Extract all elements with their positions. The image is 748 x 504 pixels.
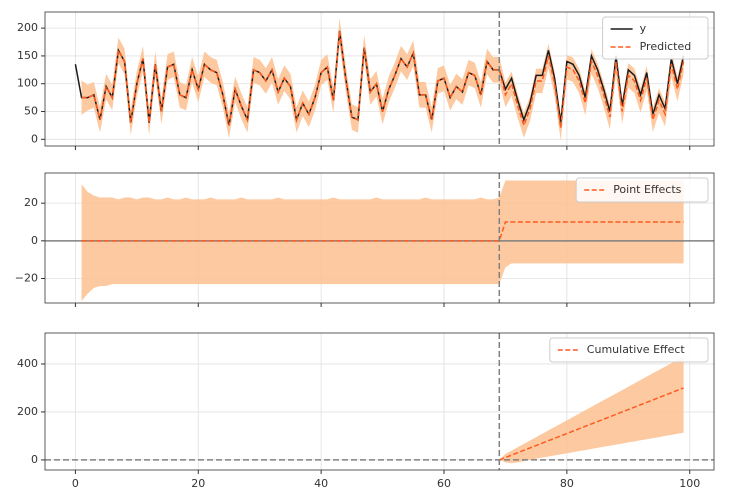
y-tick-label: 0 [31, 132, 38, 145]
axes-frame [44, 11, 715, 147]
legend-label: Point Effects [613, 183, 681, 196]
y-tick-label: 150 [17, 49, 38, 62]
legend-box [575, 177, 709, 203]
confidence-band [499, 356, 684, 464]
series-line [81, 30, 685, 129]
y-tick-label: 100 [17, 77, 38, 90]
legend-label: y [640, 22, 647, 35]
y-tick-label: 50 [24, 105, 38, 118]
legend-label: Cumulative Effect [587, 343, 686, 356]
confidence-band [81, 18, 684, 141]
y-tick-label: 20 [24, 196, 38, 209]
plot-area [45, 173, 714, 303]
axes-frame [44, 332, 715, 471]
y-tick-label: −20 [15, 272, 38, 285]
axes-frame [44, 172, 715, 304]
x-tick-label: 0 [72, 477, 79, 490]
legend-box [549, 337, 709, 363]
x-tick-label: 40 [314, 477, 328, 490]
y-tick-label: 200 [17, 405, 38, 418]
legend-label: Predicted [640, 40, 692, 53]
y-tick-label: 0 [31, 453, 38, 466]
y-tick-label: 200 [17, 21, 38, 34]
legend-box [602, 16, 709, 60]
x-tick-label: 20 [191, 477, 205, 490]
plot-area [45, 333, 714, 470]
x-tick-label: 100 [679, 477, 700, 490]
y-tick-label: 0 [31, 234, 38, 247]
x-tick-label: 80 [560, 477, 574, 490]
x-tick-label: 60 [437, 477, 451, 490]
series-line [81, 221, 684, 242]
y-tick-label: 400 [17, 357, 38, 370]
series-line [499, 387, 684, 461]
